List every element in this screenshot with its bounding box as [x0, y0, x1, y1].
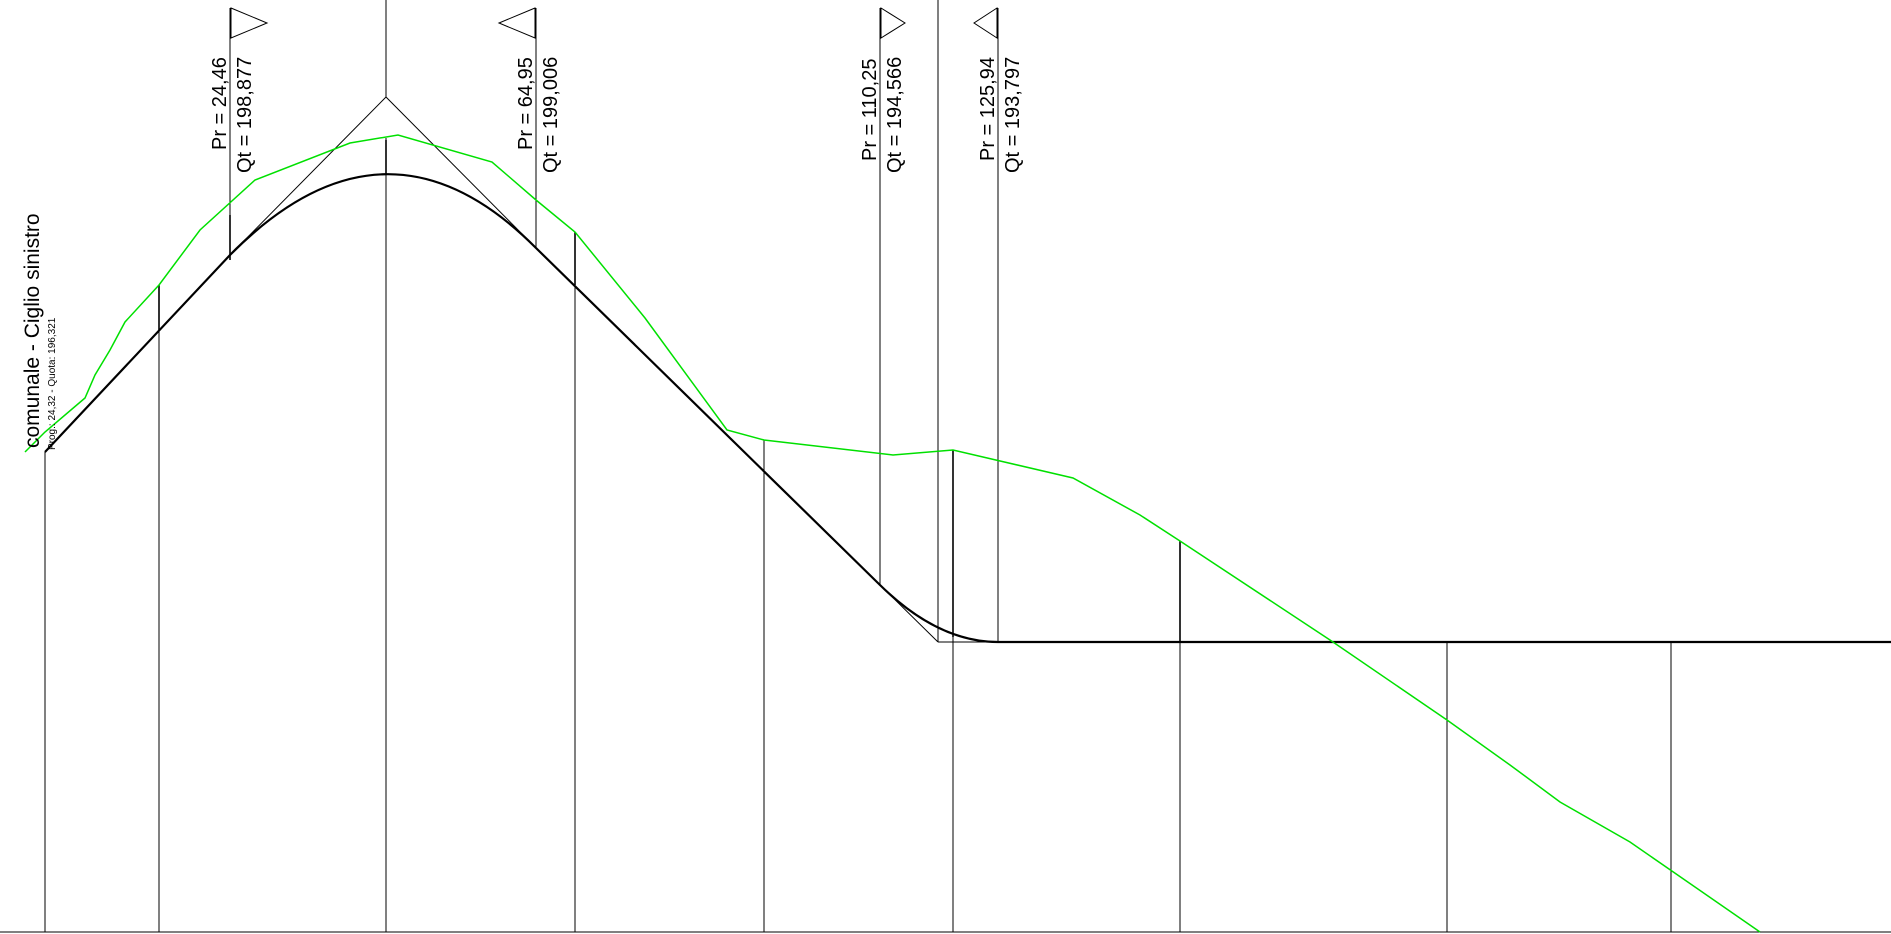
progressive-label: Pr = 64,95	[515, 57, 537, 150]
project-profile-line	[44, 173, 1891, 644]
road-edge-label: comunale - Ciglio sinistro	[21, 213, 44, 448]
start-point-label: Prog.: 24,32 - Quota: 196,321	[47, 317, 58, 450]
progressive-label: Pr = 125,94	[977, 57, 999, 161]
flag-right-icon	[880, 7, 906, 39]
curve-tangent-lines	[229, 0, 998, 643]
terrain-profile-connectors	[158, 140, 1181, 642]
elevation-label: Qt = 199,006	[540, 57, 562, 173]
curve-marker-1	[229, 7, 269, 255]
elevation-label: Qt = 193,797	[1002, 57, 1024, 173]
flag-left-icon	[973, 7, 998, 39]
elevation-label: Qt = 194,566	[884, 57, 906, 173]
section-lines	[44, 138, 1672, 932]
progressive-label: Pr = 110,25	[859, 59, 881, 161]
elevation-label: Qt = 198,877	[234, 57, 256, 173]
tangent-line	[385, 96, 537, 249]
curve-marker-4	[973, 7, 999, 642]
curve-label-4: Pr = 125,94 Qt = 193,797	[977, 57, 1024, 173]
flag-right-icon	[230, 7, 269, 39]
flag-left-icon	[497, 7, 536, 39]
tangent-line	[229, 96, 387, 256]
terrain-profile-line	[24, 134, 1761, 933]
curve-label-2: Pr = 64,95 Qt = 199,006	[515, 57, 562, 173]
progressive-label: Pr = 24,46	[209, 57, 231, 150]
curve-marker-2	[497, 7, 537, 248]
curve-marker-3	[879, 7, 906, 585]
curve-label-1: Pr = 24,46 Qt = 198,877	[209, 57, 256, 173]
curve-label-3: Pr = 110,25 Qt = 194,566	[859, 57, 906, 173]
